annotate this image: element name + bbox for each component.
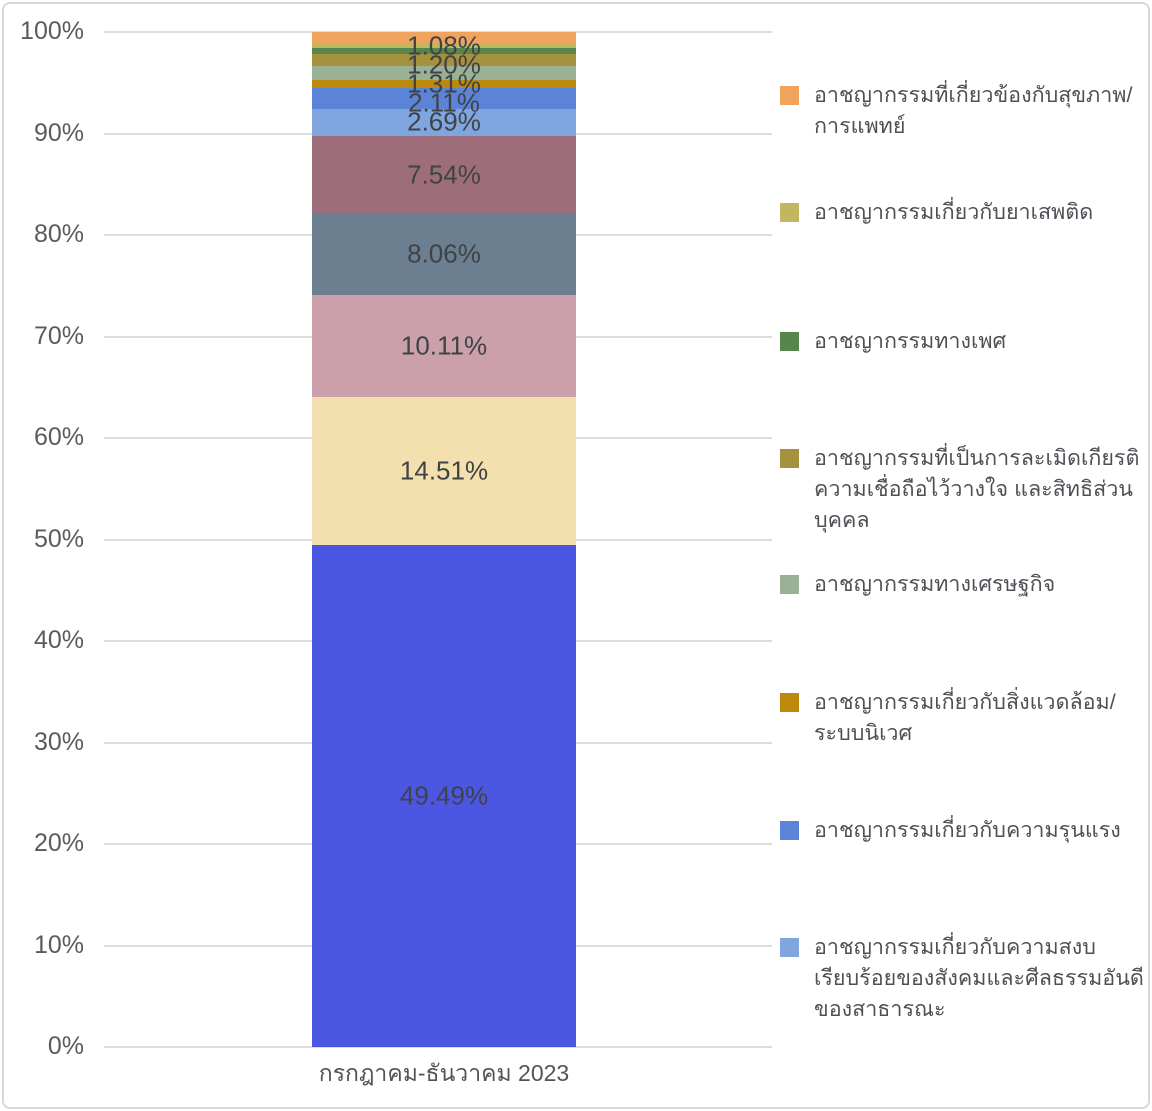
legend-item[interactable]: อาชญากรรมเกี่ยวกับความสงบเรียบร้อยของสัง… [780, 932, 1144, 1025]
y-axis: 100% 90% 80% 70% 60% 50% 40% 30% 20% 10% 0% [4, 17, 84, 1060]
x-axis-category-label: กรกฎาคม-ธันวาคม 2023 [318, 1060, 570, 1086]
legend-item[interactable]: อาชญากรรมเกี่ยวกับยาเสพติด [780, 197, 1093, 228]
bar-segment[interactable] [312, 47, 576, 55]
y-axis-tick: 20% [33, 828, 84, 857]
legend-item[interactable]: อาชญากรรมเกี่ยวกับสิ่งแวดล้อม/ระบบนิเวศ [780, 687, 1116, 749]
bar-segment[interactable] [312, 87, 576, 110]
y-axis-tick: 10% [33, 930, 84, 959]
y-axis-tick: 60% [33, 422, 84, 451]
legend-label-line: อาชญากรรมทางเพศ [814, 329, 1007, 353]
bar-segment[interactable] [312, 136, 576, 213]
legend-item[interactable]: อาชญากรรมทางเพศ [780, 326, 1006, 357]
bar-segment[interactable] [312, 32, 576, 43]
legend-swatch-icon [780, 821, 799, 840]
legend-swatch-icon [780, 86, 799, 105]
segment-value-label: 1.20% [407, 49, 481, 80]
gridline [104, 1046, 772, 1048]
legend-item[interactable]: อาชญากรรมที่เป็นการละเมิดเกียรติความเชื่… [780, 443, 1139, 536]
y-axis-tick: 0% [47, 1031, 84, 1060]
segment-value-label: 1.08% [407, 30, 481, 61]
legend-swatch-icon [780, 938, 799, 957]
bar-column [312, 32, 576, 1047]
legend-label-line: อาชญากรรมที่เกี่ยวข้องกับสุขภาพ/ [814, 83, 1133, 107]
y-axis-tick: 80% [33, 219, 84, 248]
bar-segment[interactable] [312, 109, 576, 137]
segment-value-label: 8.06% [407, 238, 481, 269]
bar-segment[interactable] [312, 213, 576, 295]
y-axis-tick: 50% [33, 524, 84, 553]
legend-label-line: อาชญากรรมเกี่ยวกับความสงบ [814, 935, 1096, 959]
segment-value-label: 1.31% [407, 68, 481, 99]
legend-label-line: อาชญากรรมที่เป็นการละเมิดเกียรติ [814, 446, 1140, 470]
legend-label-line: บุคคล [814, 508, 870, 532]
bar-segment[interactable] [312, 42, 576, 48]
legend-label-line: อาชญากรรมเกี่ยวกับความรุนแรง [814, 818, 1121, 842]
legend-item[interactable]: อาชญากรรมทางเศรษฐกิจ [780, 569, 1055, 600]
legend-label-line: ระบบนิเวศ [814, 721, 913, 745]
bar-segment[interactable] [312, 66, 576, 80]
legend-swatch-icon [780, 575, 799, 594]
legend-label-line: อาชญากรรมทางเศรษฐกิจ [814, 572, 1056, 596]
legend-label-line: อาชญากรรมเกี่ยวกับสิ่งแวดล้อม/ [814, 690, 1116, 714]
legend-swatch-icon [780, 332, 799, 351]
bar-segment[interactable] [312, 294, 576, 398]
y-axis-tick: 40% [33, 625, 84, 654]
legend-label-line: อาชญากรรมเกี่ยวกับยาเสพติด [814, 200, 1094, 224]
y-axis-tick: 90% [33, 118, 84, 147]
segment-value-label: 7.54% [407, 159, 481, 190]
legend-item[interactable]: อาชญากรรมเกี่ยวกับความรุนแรง [780, 815, 1121, 846]
legend-label-line: ของสาธารณะ [814, 997, 946, 1021]
y-axis-tick: 70% [33, 321, 84, 350]
y-axis-tick: 30% [33, 727, 84, 756]
legend-swatch-icon [780, 693, 799, 712]
segment-value-label: 49.49% [399, 780, 489, 811]
legend-label-line: การแพทย์ [814, 114, 906, 138]
segment-value-label: 10.11% [400, 330, 488, 361]
segment-value-label: 2.11% [408, 87, 480, 118]
bar-segment[interactable] [312, 79, 576, 88]
bar-segment[interactable] [312, 54, 576, 67]
legend-swatch-icon [780, 449, 799, 468]
y-axis-tick: 100% [20, 16, 84, 45]
plot-area: 49.49% 14.51% 10.11% 8.06% 7.54% 2.69% 2.11% 1.… [104, 30, 772, 1048]
bar-segment[interactable] [312, 397, 576, 545]
segment-value-label: 14.51% [399, 455, 489, 486]
legend-swatch-icon [780, 203, 799, 222]
legend-item[interactable]: อาชญากรรมที่เกี่ยวข้องกับสุขภาพ/การแพทย์ [780, 80, 1132, 142]
gridline [104, 31, 772, 33]
segment-value-label: 2.69% [407, 106, 481, 137]
bar-segment[interactable] [312, 544, 576, 1047]
legend-label-line: เรียบร้อยของสังคมและศีลธรรมอันดี [814, 966, 1144, 990]
legend-label-line: ความเชื่อถือไว้วางใจ และสิทธิส่วน [814, 477, 1133, 501]
